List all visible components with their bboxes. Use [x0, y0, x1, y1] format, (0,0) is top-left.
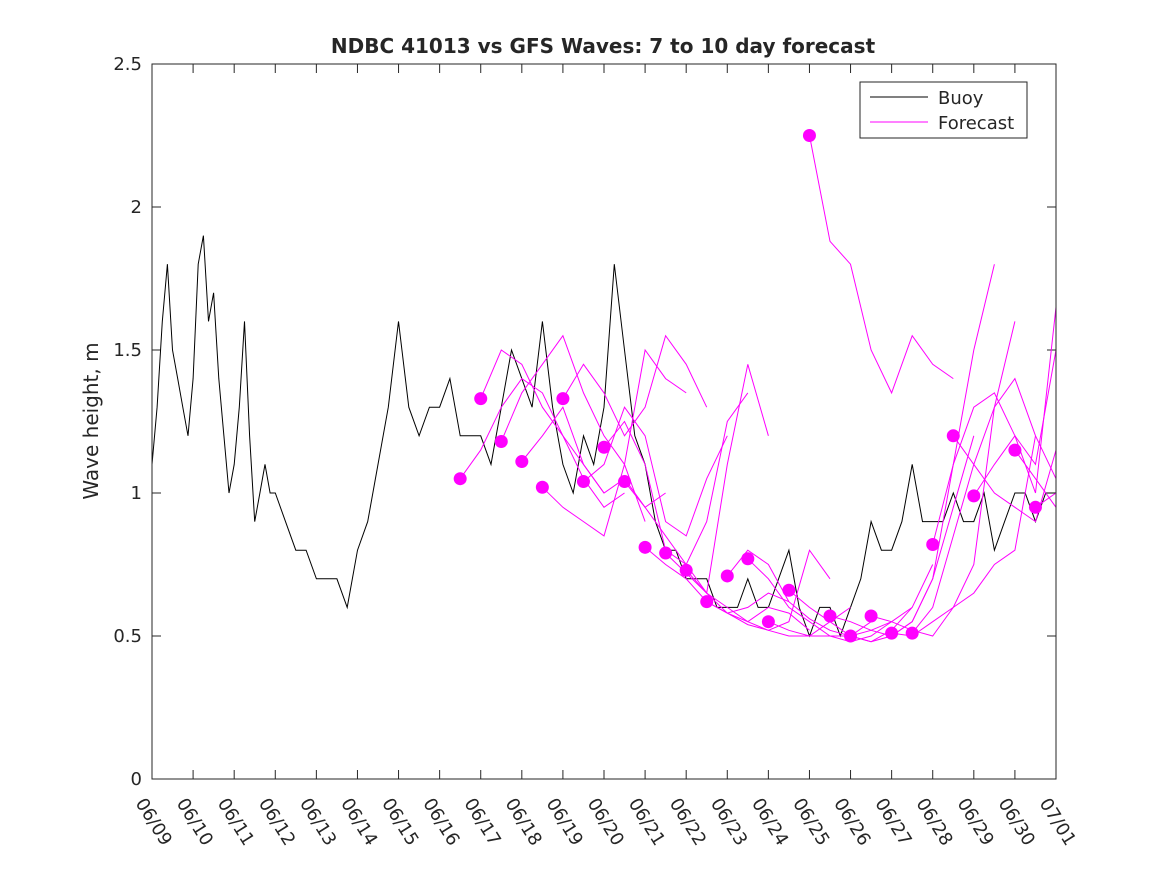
forecast-start-point: [535, 480, 549, 494]
forecast-line: [665, 552, 810, 631]
forecast-start-point: [782, 583, 796, 597]
legend-forecast-label: Forecast: [938, 113, 1014, 134]
legend-buoy-label: Buoy: [938, 88, 984, 109]
x-tick-label: 06/29: [953, 795, 998, 850]
y-tick-label: 2: [131, 197, 142, 218]
forecast-line: [685, 549, 831, 631]
forecast-start-point: [556, 392, 570, 406]
forecast-line: [603, 392, 749, 566]
forecast-line: [583, 406, 728, 537]
buoy-series: [151, 235, 1056, 638]
x-tick-label: 06/25: [788, 795, 833, 850]
x-tick-label: 06/13: [295, 795, 340, 850]
forecast-start-point: [638, 540, 652, 554]
x-tick-label: 06/12: [254, 795, 299, 850]
forecast-start-point: [659, 546, 673, 560]
forecast-line: [973, 307, 1057, 497]
forecast-start-point: [618, 475, 632, 489]
forecast-start-point: [802, 129, 816, 142]
y-tick-label: 2.5: [113, 54, 142, 75]
x-tick-label: 06/09: [131, 795, 176, 850]
forecast-line: [706, 601, 851, 637]
x-tick-label: 06/20: [583, 795, 628, 850]
forecast-start-point: [1008, 443, 1022, 457]
y-tick-label: 1.5: [113, 340, 142, 361]
forecast-start-point: [494, 435, 508, 449]
forecast-series: [453, 129, 1057, 643]
forecast-line: [542, 348, 687, 537]
y-axis-label: Wave height, m: [79, 342, 103, 499]
x-tick-label: 06/26: [829, 795, 874, 850]
x-tick-label: 07/01: [1035, 795, 1080, 850]
y-tick-label: 1: [131, 483, 142, 504]
buoy-line: [151, 235, 1056, 638]
x-tick-label: 06/15: [377, 795, 422, 850]
forecast-start-point: [967, 489, 981, 503]
forecast-start-point: [885, 626, 899, 640]
forecast-line: [768, 606, 913, 643]
chart-title: NDBC 41013 vs GFS Waves: 7 to 10 day for…: [331, 34, 876, 58]
forecast-start-point: [926, 537, 940, 551]
x-tick-label: 06/27: [870, 795, 915, 850]
forecast-start-point: [720, 569, 734, 583]
forecast-start-point: [515, 455, 529, 469]
forecast-start-point: [1028, 500, 1042, 514]
x-tick-label: 06/23: [706, 795, 751, 850]
forecast-line: [932, 349, 1057, 545]
forecast-line: [850, 264, 995, 643]
legend: Buoy Forecast: [859, 81, 1028, 139]
forecast-start-point: [679, 563, 693, 577]
forecast-start-point: [700, 595, 714, 609]
x-tick-label: 06/18: [501, 795, 546, 850]
x-tick-label: 06/30: [994, 795, 1039, 850]
forecast-line: [809, 135, 954, 395]
x-tick-label: 06/17: [459, 795, 504, 850]
forecast-start-point: [844, 629, 858, 643]
x-tick-label: 06/24: [747, 795, 792, 850]
forecast-line: [747, 558, 892, 637]
plot-frame: [151, 63, 1057, 780]
forecast-start-point: [823, 609, 837, 623]
x-tick-labels: 06/0906/1006/1106/1206/1306/1406/1506/16…: [131, 795, 1080, 850]
forecast-line: [624, 364, 769, 595]
x-tick-label: 06/11: [213, 795, 258, 850]
forecast-start-point: [576, 475, 590, 489]
forecast-start-point: [761, 615, 775, 629]
x-tick-label: 06/22: [665, 795, 710, 850]
y-tick-labels: 0 0.5 1 1.5 2 2.5: [113, 54, 142, 790]
x-tick-label: 06/14: [336, 795, 381, 850]
x-tick-label: 06/19: [542, 795, 587, 850]
forecast-start-point: [864, 609, 878, 623]
legend-box: [859, 81, 1028, 139]
forecast-start-point: [946, 429, 960, 443]
forecast-start-point: [741, 552, 755, 566]
plot-area: [152, 64, 1056, 779]
forecast-start-point: [474, 392, 488, 406]
x-tick-label: 06/21: [624, 795, 669, 850]
forecast-start-point: [905, 626, 919, 640]
x-tick-label: 06/28: [911, 795, 956, 850]
x-tick-label: 06/16: [418, 795, 463, 850]
x-tick-label: 06/10: [172, 795, 217, 850]
forecast-line: [911, 377, 1057, 634]
forecast-line: [870, 321, 1016, 637]
forecast-start-point: [453, 472, 467, 486]
y-tick-label: 0.5: [113, 626, 142, 647]
forecast-start-point: [597, 440, 611, 454]
forecast-line: [500, 334, 646, 522]
y-tick-label: 0: [131, 769, 142, 790]
